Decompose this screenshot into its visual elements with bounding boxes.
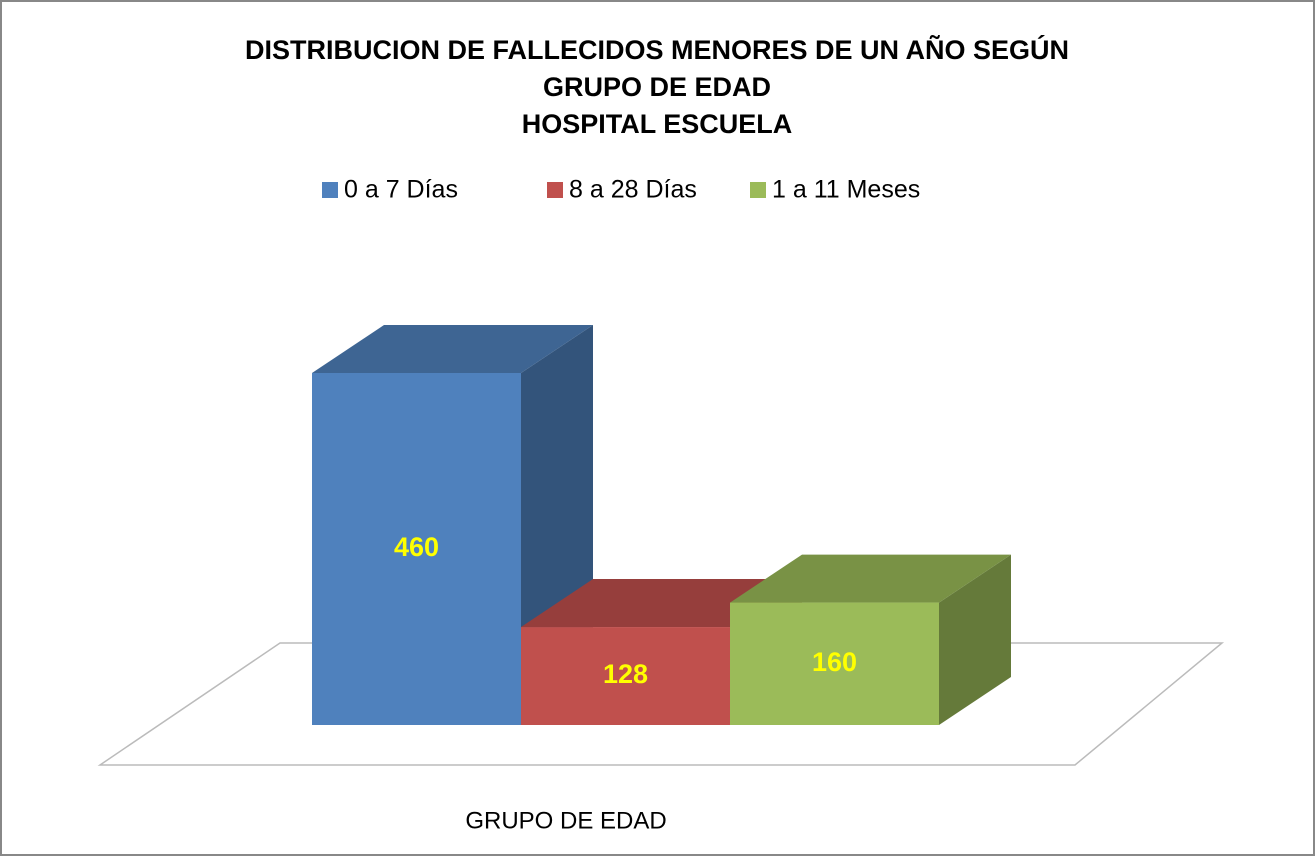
value-label: 160 [812, 647, 857, 677]
bar-front [521, 627, 730, 725]
legend-label: 0 a 7 Días [344, 176, 458, 204]
bar-top [730, 554, 1011, 603]
x-tick-label: GRUPO DE EDAD [465, 807, 666, 834]
legend-swatch [322, 182, 338, 198]
legend-swatch [547, 182, 563, 198]
legend-label: 8 a 28 Días [569, 176, 697, 204]
bar-front [730, 602, 939, 725]
value-label: 128 [603, 659, 648, 689]
bar-side [939, 554, 1011, 725]
bar [730, 554, 1011, 725]
chart-title: DISTRIBUCION DE FALLECIDOS MENORES DE UN… [245, 34, 1069, 65]
chart-title: GRUPO DE EDAD [543, 72, 771, 102]
bar-top [312, 325, 593, 373]
legend-label: 1 a 11 Meses [772, 176, 920, 204]
value-label: 460 [394, 532, 439, 562]
chart-title: HOSPITAL ESCUELA [522, 109, 793, 139]
legend-swatch [750, 182, 766, 198]
bar-front [312, 373, 521, 725]
